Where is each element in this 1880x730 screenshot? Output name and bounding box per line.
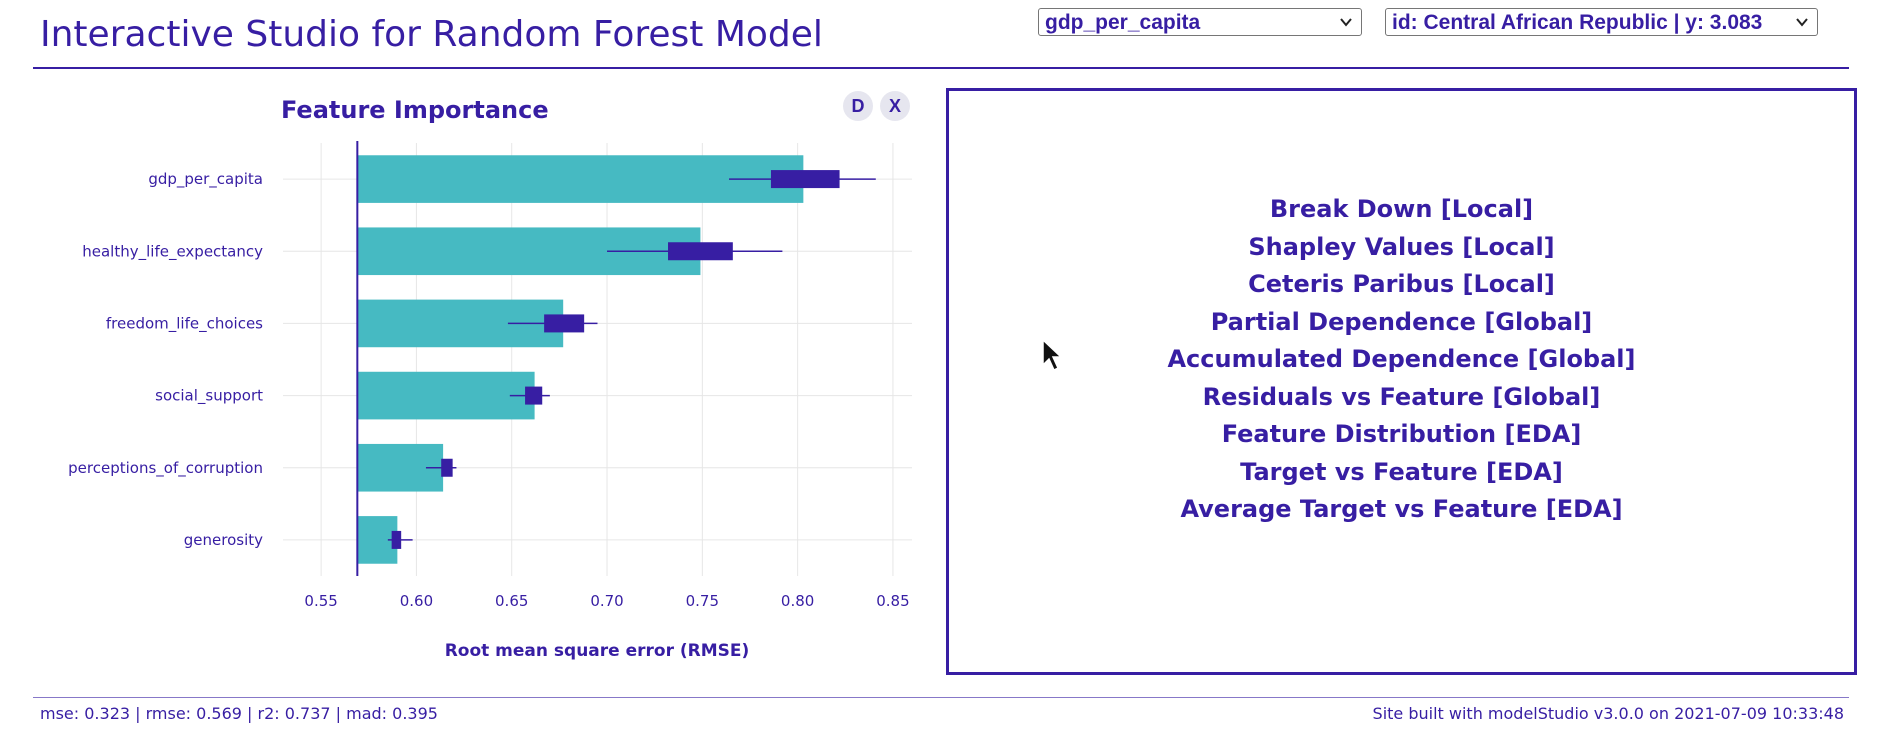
importance-bar [357, 371, 535, 420]
build-credit: Site built with modelStudio v3.0.0 on 20… [1372, 704, 1844, 723]
menu-item-partial-dependence[interactable]: Partial Dependence [Global] [1210, 307, 1593, 336]
header-divider [33, 67, 1849, 69]
plot-choice-panel: Break Down [Local] Shapley Values [Local… [946, 88, 1857, 675]
boxplot-box [544, 314, 585, 333]
menu-item-break-down[interactable]: Break Down [Local] [1269, 195, 1534, 223]
feature-importance-chart: 0.55 0.60 0.65 0.70 0.75 0.80 0.85 gdp_per_capi… [68, 141, 912, 661]
plot-title: Feature Importance [281, 96, 549, 124]
variable-select-value: gdp_per_capita [1045, 11, 1201, 34]
plot-choice-list: Break Down [Local] Shapley Values [Local… [949, 191, 1854, 529]
x-tick-label: 0.60 [400, 592, 433, 610]
boxplot-box [668, 242, 733, 261]
x-tick-label: 0.75 [686, 592, 719, 610]
boxplot-box [525, 386, 543, 405]
menu-item-target-vs-feature[interactable]: Target vs Feature [EDA] [1240, 457, 1563, 486]
menu-item-shapley-values[interactable]: Shapley Values [Local] [1248, 232, 1555, 261]
observation-select-value: id: Central African Republic | y: 3.083 [1392, 11, 1763, 34]
category-label: perceptions_of_corruption [68, 459, 263, 478]
menu-item-residuals-vs-feature[interactable]: Residuals vs Feature [Global] [1202, 382, 1601, 411]
x-tick-label: 0.80 [781, 592, 814, 610]
close-plot-button[interactable]: X [880, 91, 910, 121]
x-tick-label: 0.65 [495, 592, 528, 610]
boxplot-box [770, 170, 840, 189]
x-tick-label: 0.85 [876, 592, 909, 610]
menu-item-accumulated-dependence[interactable]: Accumulated Dependence [Global] [1167, 345, 1636, 373]
menu-item-feature-distribution[interactable]: Feature Distribution [EDA] [1221, 420, 1582, 448]
x-tick-label: 0.70 [590, 592, 623, 610]
model-metrics: mse: 0.323 | rmse: 0.569 | r2: 0.737 | m… [40, 704, 438, 723]
x-tick-label: 0.55 [304, 592, 337, 610]
mouse-cursor-icon [1042, 339, 1063, 372]
boxplot-box [391, 530, 402, 549]
x-axis-label: Root mean square error (RMSE) [445, 641, 750, 661]
category-label: generosity [184, 531, 263, 549]
chevron-down-icon [1796, 18, 1808, 27]
description-button[interactable]: D [843, 91, 873, 121]
observation-select[interactable]: id: Central African Republic | y: 3.083 [1385, 8, 1818, 36]
feature-importance-panel: Feature Importance D X 0.55 0.60 0.65 0.70 0… [40, 88, 920, 678]
variable-select[interactable]: gdp_per_capita [1038, 8, 1362, 36]
category-label: gdp_per_capita [148, 170, 263, 189]
menu-item-average-target-vs-feature[interactable]: Average Target vs Feature [EDA] [1180, 495, 1623, 523]
category-label: healthy_life_expectancy [82, 242, 263, 261]
chevron-down-icon [1340, 18, 1352, 27]
category-label: freedom_life_choices [106, 314, 263, 333]
menu-item-ceteris-paribus[interactable]: Ceteris Paribus [Local] [1248, 270, 1555, 298]
page-title: Interactive Studio for Random Forest Mod… [40, 14, 823, 55]
category-label: social_support [155, 387, 263, 406]
boxplot-box [441, 458, 453, 477]
footer-divider [33, 697, 1849, 698]
